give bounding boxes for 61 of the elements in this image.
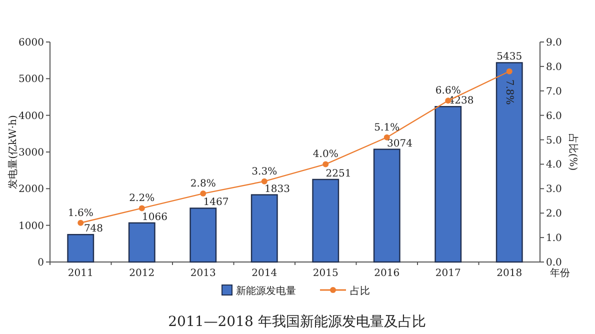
data-label: 2.8% [190, 178, 216, 190]
data-label: 2251 [326, 168, 352, 180]
x-tick-label: 2017 [435, 268, 461, 279]
y2-tick-label: 9.0 [546, 38, 562, 48]
point [78, 220, 84, 226]
bar [250, 194, 278, 263]
data-label: 748 [84, 224, 104, 235]
y-tick-label: 2000 [18, 184, 44, 196]
bar [67, 234, 94, 263]
data-label: 1833 [264, 184, 290, 195]
data-label: 4.0% [312, 149, 338, 160]
x-tick-label: 2018 [496, 268, 522, 279]
data-label: 1467 [203, 197, 229, 208]
y2-tick-label: 3.0 [546, 184, 562, 196]
y2-tick-label: 5.0 [546, 135, 562, 146]
x-tick-label: 2014 [252, 268, 278, 279]
y2-tick-label: 2.0 [546, 208, 562, 220]
data-label: 6.6% [435, 86, 461, 97]
y2-tick-label: 0.0 [546, 258, 562, 268]
point [261, 178, 268, 184]
data-label: 1066 [142, 212, 168, 223]
y2-tick-label: 4.0 [546, 160, 562, 171]
data-label: 3.3% [252, 166, 278, 178]
point [200, 190, 206, 197]
y-tick-label: 3000 [18, 148, 44, 158]
y-tick-label: 6000 [18, 38, 44, 48]
bar [128, 222, 156, 263]
x-tick-label: 2012 [129, 268, 155, 279]
bar [190, 208, 217, 263]
data-label: 2.2% [129, 193, 155, 204]
y2-tick-label: 1.0 [546, 233, 562, 244]
y2-tick-label: 7.0 [546, 86, 562, 98]
y2-tick-label: 6.0 [546, 110, 562, 122]
point [506, 68, 512, 74]
point [138, 205, 145, 212]
point [322, 161, 329, 168]
y-tick-label: 5000 [18, 74, 44, 86]
x-tick-label: 2016 [374, 268, 400, 279]
bar [496, 62, 523, 263]
y-tick-label: 1000 [18, 220, 44, 232]
y2-tick-label: 8.0 [546, 62, 562, 73]
legend-label: 新能源发电量 [236, 285, 296, 297]
data-label: 5.1% [374, 122, 400, 134]
x-tick-label: 2015 [312, 268, 338, 279]
legend-label: 占比 [350, 285, 370, 297]
text: 2011—2018 年我国新能源发电量及占比 [168, 314, 426, 330]
y-tick-label: 0 [38, 258, 44, 268]
y-axis-title: 发电量(亿kW·h) [7, 115, 19, 189]
bar [373, 148, 400, 263]
data-label: 1.6% [68, 208, 94, 219]
point [384, 134, 390, 140]
x-axis-title: 年份 [550, 267, 570, 279]
data-label: 3074 [387, 138, 412, 150]
x-tick-label: 2011 [68, 268, 94, 279]
data-label: 5435 [496, 52, 522, 63]
y-tick-label: 4000 [18, 110, 44, 122]
y2-axis-title: 占比(%) [567, 133, 579, 171]
x-tick-label: 2013 [190, 268, 216, 279]
bar [312, 178, 340, 263]
bar [434, 106, 462, 263]
data-label: 7.8% [503, 79, 514, 105]
